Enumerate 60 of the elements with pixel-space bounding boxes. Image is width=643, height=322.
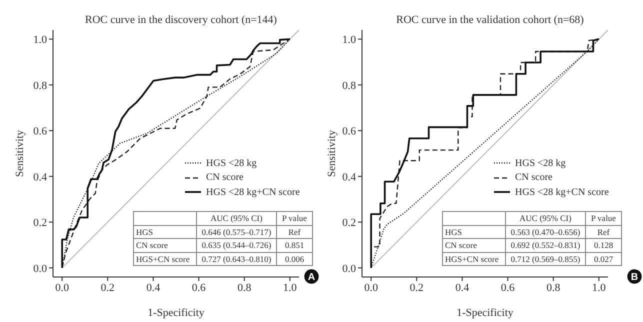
legend-label: HGS <28 kg [515,158,566,169]
annotation: 0.712 (0.569–0.855) [506,252,586,266]
y-tick-label: 1.0 [342,34,356,46]
annotation: 0.727 (0.643–0.810) [196,252,276,266]
legend-label: HGS <28 kg [206,158,257,169]
x-tick-label: 0.0 [364,282,378,294]
x-axis-title: 1-Specificity [148,307,205,319]
annotation: AUC (95% CI) [506,212,586,225]
panel-letter-badge: B [627,269,642,284]
y-tick-label: 0.2 [342,217,356,230]
annotation: 0.851 [276,238,312,252]
panel-letter-badge: A [304,269,319,284]
x-tick-label: 0.4 [146,282,161,294]
annotation: P value [586,212,622,225]
x-tick-label: 0.8 [237,282,252,294]
annotation: CN score [134,238,196,252]
y-tick-label: 0.4 [342,171,356,184]
x-axis-title: 1-Specificity [456,307,514,319]
annotation: 0.128 [586,238,622,252]
chart-title: ROC curve in the validation cohort (n=68) [395,14,585,26]
y-tick-label: 1.0 [33,34,48,46]
annotation: Ref [586,225,622,238]
x-tick-label: 0.8 [546,282,561,294]
annotation: HGS+CN score [134,252,196,266]
x-tick-label: 1.0 [283,282,298,294]
annotation: Ref [276,225,312,238]
x-tick-label: 0.0 [55,282,70,294]
y-tick-label: 0.2 [33,217,47,230]
y-tick-label: 0.0 [33,262,48,275]
x-tick-label: 0.6 [500,282,516,294]
legend-label: HGS <28 kg+CN score [515,186,609,198]
legend-label: CN score [515,172,552,184]
y-tick-label: 0.6 [342,126,356,138]
annotation: 0.635 (0.544–0.726) [196,238,276,252]
legend-label: HGS <28 kg+CN score [206,186,300,198]
y-tick-label: 0.0 [342,262,356,275]
annotation: HGS [134,225,196,238]
annotation: 0.692 (0.552–0.831) [506,238,586,252]
annotation: 0.563 (0.470–0.656) [506,225,586,238]
y-tick-label: 0.8 [33,80,48,92]
y-tick-label: 0.8 [342,80,356,92]
x-tick-label: 0.2 [410,282,424,294]
annotation: HGS+CN score [442,252,506,266]
annotation: CN score [442,238,506,252]
y-tick-label: 0.4 [33,171,48,184]
annotation: P value [276,212,312,225]
x-tick-label: 0.4 [455,282,470,294]
x-tick-label: 1.0 [592,282,606,294]
y-axis-title: Sensitivity [326,129,338,178]
chart-title: ROC curve in the discovery cohort (n=144) [84,14,278,26]
y-tick-label: 0.6 [33,126,48,138]
x-tick-label: 0.2 [100,282,115,294]
annotation: HGS [442,225,506,238]
annotation: 0.027 [586,252,622,266]
annotation: AUC (95% CI) [196,212,276,225]
annotation: 0.646 (0.575–0.717) [196,225,276,238]
annotation: 0.006 [276,252,312,266]
legend-label: CN score [206,172,244,184]
y-axis-title: Sensitivity [14,129,26,178]
x-tick-label: 0.6 [192,282,206,294]
